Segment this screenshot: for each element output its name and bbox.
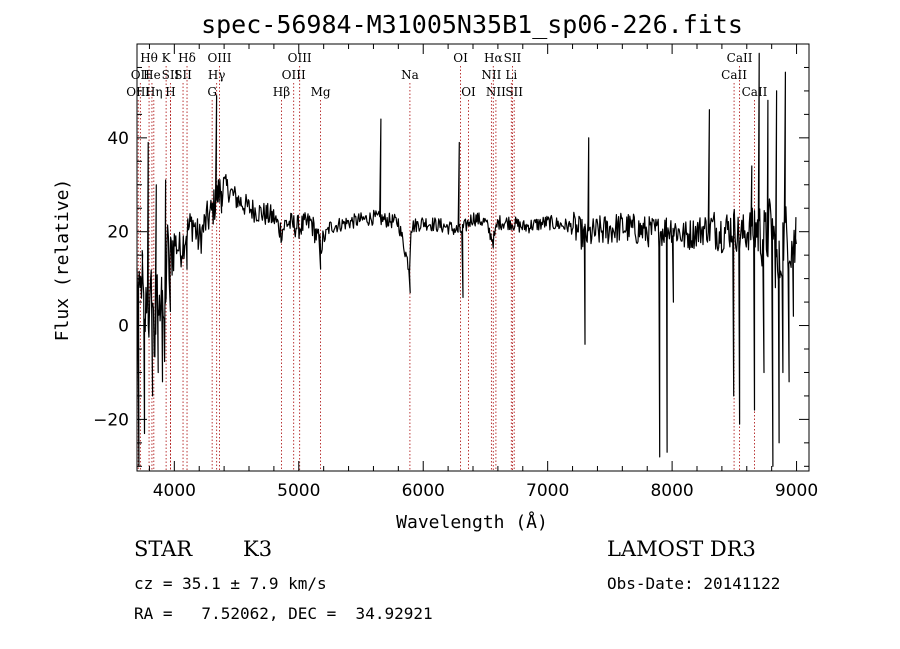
spectral-line-label: Hδ [178, 51, 196, 65]
chart-title: spec-56984-M31005N35B1_sp06-226.fits [201, 10, 743, 39]
spectral-line-label: NII [486, 85, 506, 99]
x-tick-label: 5000 [277, 481, 320, 501]
plot-frame [136, 43, 810, 472]
spectral-line-label: Hθ [140, 51, 158, 65]
redshift-readout: cz = 35.1 ± 7.9 km/s [134, 574, 327, 593]
spectral-line-label: H [165, 85, 175, 99]
x-axis-label: Wavelength (Å) [396, 511, 548, 533]
y-tick-label: −20 [93, 410, 129, 430]
spectral-line-label: Hα [484, 51, 503, 65]
spectral-line-label: SII [505, 85, 523, 99]
x-axis: 4000 5000 6000 7000 8000 9000 [148, 44, 818, 501]
spectral-line-label: He [143, 68, 161, 82]
spectral-line-label: Hβ [273, 85, 290, 99]
coordinates-readout: RA = 7.52062, DEC = 34.92921 [134, 604, 433, 623]
y-tick-label: 20 [107, 223, 129, 243]
x-tick-label: 4000 [153, 481, 196, 501]
spectral-line-label: Mg [311, 85, 331, 99]
spectral-line-label: NII [481, 68, 501, 82]
spectrum-line [136, 52, 797, 467]
spectral-line-label: Na [401, 68, 419, 82]
y-axis: −20 0 20 40 [93, 43, 809, 467]
object-class: STAR [134, 537, 193, 561]
spectral-line-label: OIII [207, 51, 231, 65]
object-subclass: K3 [243, 537, 273, 561]
x-tick-label: 7000 [526, 481, 569, 501]
x-tick-label: 9000 [775, 481, 818, 501]
y-tick-label: 0 [118, 317, 129, 337]
spectral-line-label: OIII [282, 68, 306, 82]
spectral-line-label: SII [504, 51, 522, 65]
spectral-line-label: G [207, 85, 217, 99]
spectral-line-markers [137, 66, 755, 471]
spectral-line-label: OI [461, 85, 476, 99]
y-axis-label: Flux (relative) [52, 179, 73, 342]
spectral-line-label: OI [453, 51, 468, 65]
spectral-line-label: OII [131, 68, 151, 82]
spectral-line-label: Hη [145, 85, 163, 99]
x-tick-label: 6000 [402, 481, 445, 501]
spectral-line-label: Li [505, 68, 517, 82]
y-tick-label: 40 [107, 129, 129, 149]
spectral-line-label: CaII [727, 51, 753, 65]
spectral-line-label: Hγ [208, 68, 226, 82]
spectral-line-label: SII [174, 68, 192, 82]
spectral-line-label: CaII [721, 68, 747, 82]
observation-date: Obs-Date: 20141122 [607, 574, 781, 593]
spectral-line-label: K [162, 51, 172, 65]
x-tick-label: 8000 [650, 481, 693, 501]
spectral-line-label: OIII [126, 85, 150, 99]
spectral-line-label: SII [162, 68, 180, 82]
spectral-line-label: OIII [288, 51, 312, 65]
spectral-line-label: CaII [742, 85, 768, 99]
survey-name: LAMOST DR3 [607, 537, 756, 561]
